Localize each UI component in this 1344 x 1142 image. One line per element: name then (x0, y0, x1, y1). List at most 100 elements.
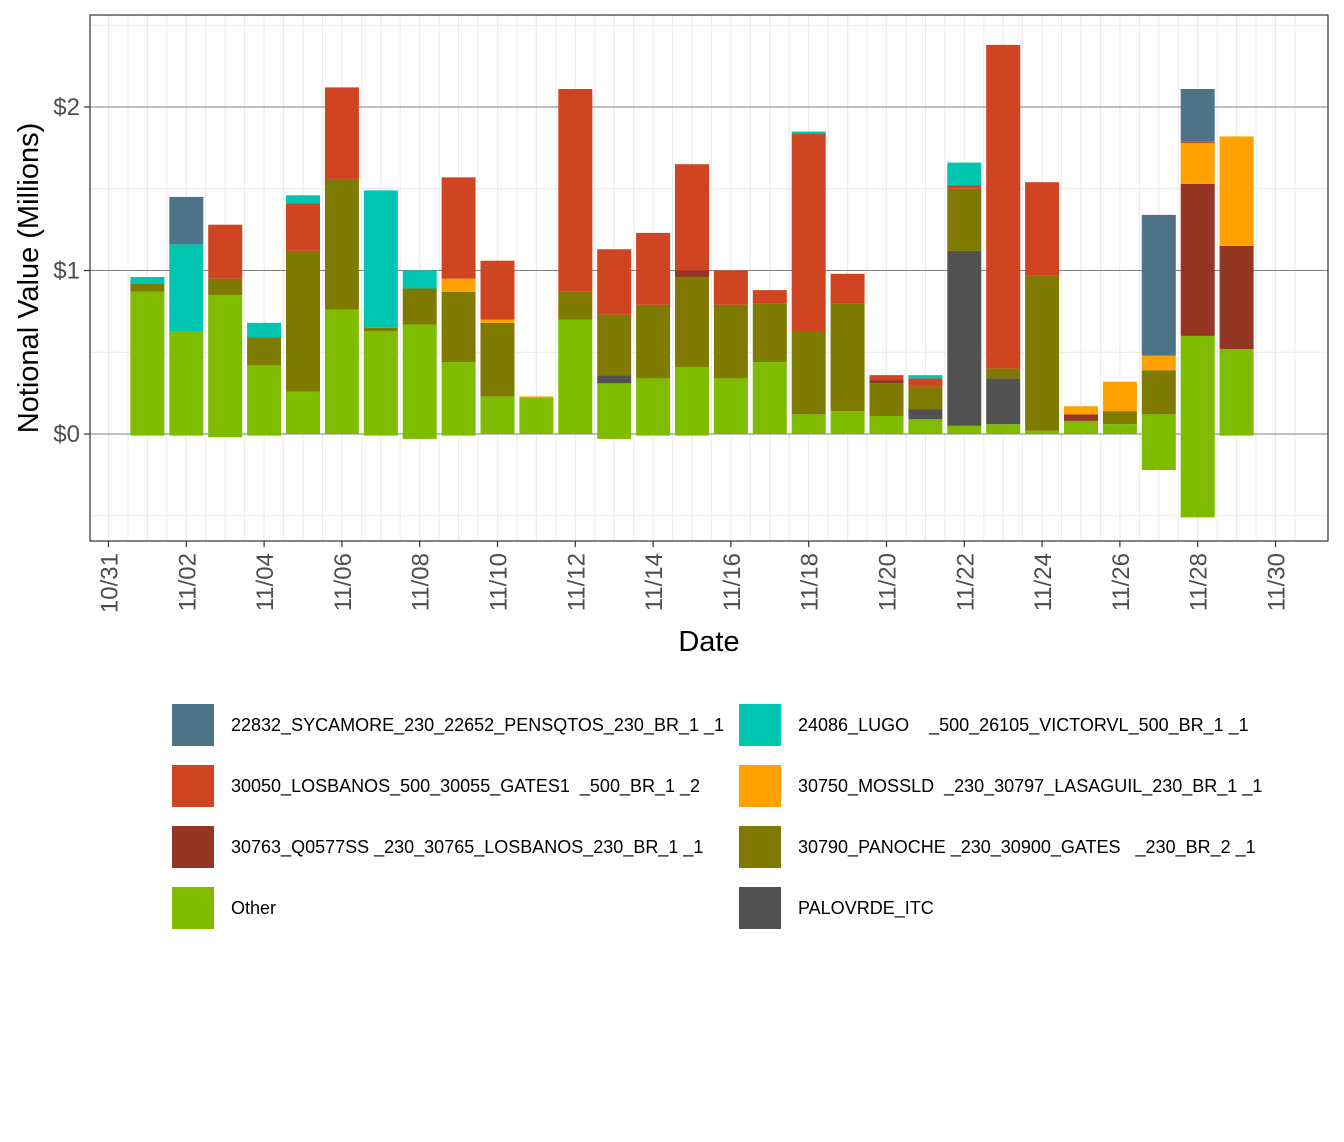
bar-segment (986, 44, 1021, 369)
bar-segment (713, 304, 748, 379)
bar-segment (324, 309, 359, 434)
bar-segment (169, 330, 204, 434)
y-axis: $0 $1 $2 (53, 94, 90, 448)
bar-segment (869, 375, 904, 381)
legend-swatch (739, 765, 781, 807)
plot-panel-border (89, 14, 1329, 542)
legend-label: PALOVRDE_ITC (798, 898, 934, 919)
bar-segment (402, 270, 437, 289)
bar-segment (247, 365, 282, 434)
bar-segment (986, 424, 1021, 434)
bar-segment (869, 416, 904, 434)
bar-segment (947, 162, 982, 186)
bar-segment (752, 303, 787, 363)
bar-segment (441, 278, 476, 292)
x-tick-label: 11/28 (1186, 553, 1213, 611)
y-axis-title: Notional Value (Millions) (13, 123, 45, 434)
bar-segment-negative (247, 434, 282, 436)
bar-segment (1180, 335, 1215, 434)
bar-segment (830, 303, 865, 412)
bars (130, 44, 1254, 518)
bar-segment (752, 290, 787, 304)
bar-segment (791, 330, 826, 415)
bar-segment (752, 362, 787, 434)
legend: 22832_SYCAMORE_230_22652_PENSQTOS_230_BR… (172, 704, 1262, 929)
bar-segment (1064, 406, 1098, 415)
bar-segment (1102, 411, 1137, 425)
bar-segment (675, 270, 709, 278)
bar-segment (324, 87, 359, 179)
x-tick-label: 10/31 (97, 553, 124, 613)
bar-segment (597, 375, 632, 384)
bar-segment (363, 330, 398, 434)
x-tick-label: 11/24 (1030, 553, 1057, 611)
bar-segment (1219, 245, 1254, 349)
legend-label: Other (231, 898, 276, 918)
bar-segment (169, 244, 204, 331)
bar-segment (869, 383, 904, 417)
bar-segment (713, 378, 748, 434)
x-tick-label: 11/10 (486, 553, 513, 611)
bar-segment (324, 178, 359, 310)
bar-segment (441, 362, 476, 434)
y-tick-label: $0 (53, 421, 80, 448)
x-tick-label: 11/16 (719, 553, 746, 611)
bar-segment-negative (636, 434, 671, 436)
bar-segment (1141, 414, 1176, 434)
grid-lines (90, 15, 1328, 541)
bar-segment (636, 232, 671, 305)
x-tick-label: 11/06 (330, 553, 357, 611)
bar-segment (636, 304, 671, 379)
bar-segment-negative (597, 434, 632, 439)
bar-segment (636, 378, 671, 434)
bar-segment (441, 291, 476, 363)
legend-swatch (172, 765, 214, 807)
bar-segment (1064, 414, 1098, 421)
bar-segment (247, 337, 282, 366)
bar-segment (1025, 182, 1060, 276)
bar-segment (830, 411, 865, 434)
x-tick-label: 11/14 (641, 553, 668, 611)
bar-segment (130, 283, 165, 292)
bar-segment (675, 164, 709, 271)
bar-segment (986, 378, 1021, 425)
bar-segment (247, 322, 282, 338)
bar-segment-negative (363, 434, 398, 436)
legend-label: 30763_Q0577SS _230_30765_LOSBANOS_230_BR… (231, 837, 703, 858)
x-axis: 10/31 11/02 11/04 11/06 11/08 11/10 11/12 11/14… (97, 541, 1291, 613)
y-tick-label: $2 (53, 94, 80, 121)
x-tick-label: 11/30 (1264, 553, 1291, 611)
bar-segment-negative (441, 434, 476, 436)
bar-segment (597, 383, 632, 434)
bar-segment (908, 409, 943, 420)
x-tick-label: 11/22 (952, 553, 979, 611)
bar-segment (1102, 424, 1137, 434)
legend-swatch (739, 887, 781, 929)
bar-segment (1180, 142, 1215, 184)
bar-segment (286, 391, 320, 434)
bar-segment (286, 250, 320, 392)
bar-segment-negative (402, 434, 437, 439)
x-tick-label: 11/02 (174, 553, 201, 611)
bar-segment (402, 288, 437, 325)
bar-segment (480, 396, 515, 434)
bar-segment (363, 190, 398, 328)
bar-segment (558, 89, 593, 292)
bar-segment (908, 419, 943, 434)
legend-label: 22832_SYCAMORE_230_22652_PENSQTOS_230_BR… (231, 715, 724, 736)
bar-segment (597, 249, 632, 315)
bar-segment (1219, 348, 1254, 434)
bar-segment (908, 386, 943, 410)
legend-swatch (172, 704, 214, 746)
bar-segment-negative (208, 434, 243, 438)
bar-segment (791, 131, 826, 134)
x-tick-label: 11/04 (252, 553, 279, 611)
bar-segment (1025, 275, 1060, 431)
legend-swatch (739, 704, 781, 746)
legend-label: 30750_MOSSLD _230_30797_LASAGUIL_230_BR_… (798, 776, 1262, 797)
x-tick-label: 11/26 (1108, 553, 1135, 611)
bar-segment (130, 291, 165, 434)
bar-segment (1064, 420, 1098, 434)
bar-segment-negative (1180, 434, 1215, 518)
